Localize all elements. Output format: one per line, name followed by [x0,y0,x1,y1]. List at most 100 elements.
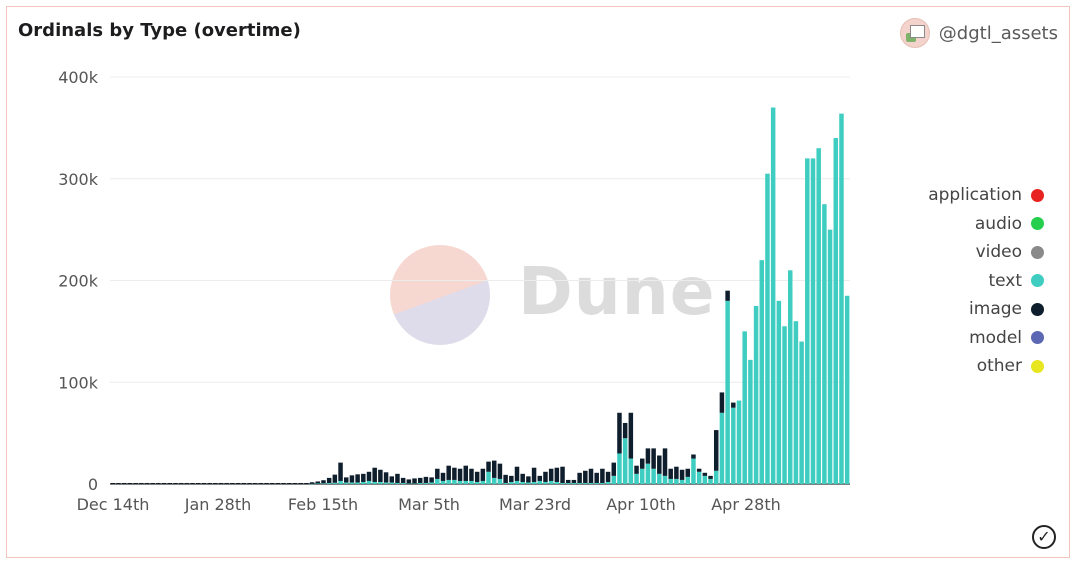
bar-image [685,468,691,477]
bar-image [520,473,525,482]
bar-image [417,477,423,483]
bar-image [343,477,349,483]
bar-text [839,113,844,484]
bar-text [537,480,543,484]
legend-swatch [1031,359,1044,373]
legend-item-text[interactable]: text [988,271,1044,291]
legend-label: model [969,327,1022,348]
bar-image [702,472,708,476]
bar-image [389,476,395,483]
bar-image [304,482,309,484]
chart-legend: application audio video text image model other [928,185,1044,376]
bar-image [543,471,548,482]
legend-item-model[interactable]: model [969,328,1044,348]
check-icon[interactable]: ✓ [1032,525,1056,549]
bar-image [378,469,383,482]
legend-label: application [928,185,1022,205]
bar-text [480,480,486,484]
bar-text [617,453,622,484]
legend-label: text [988,270,1022,291]
bar-text [805,158,810,484]
account-handle[interactable]: @dgtl_assets [938,22,1058,44]
bar-image [139,482,144,484]
bar-image [321,480,326,484]
bar-image [691,454,696,459]
bar-text [343,482,349,484]
bar-image [332,474,338,483]
bar-image [588,468,594,483]
bar-text [332,482,338,484]
legend-item-video[interactable]: video [976,242,1044,262]
bar-text [554,481,560,484]
bar-image [412,478,417,484]
bar-image [446,465,451,480]
bar-text [326,482,332,484]
bar-image [486,461,491,472]
y-tick-label: 400k [58,68,99,87]
bar-text [674,478,679,484]
bar-image [674,466,679,479]
bar-text [810,158,816,484]
bar-text [696,471,702,484]
bar-text [662,475,668,484]
bar-image [668,468,673,479]
bar-text [520,481,525,484]
bar-text [770,107,776,485]
x-tick-label: Apr 28th [711,495,781,514]
bar-image [372,467,377,482]
bar-text [526,482,531,484]
bar-text [782,326,787,484]
bar-text [827,229,833,484]
bar-text [605,481,611,484]
bar-image [224,482,229,484]
bar-image [275,482,281,484]
bar-text [543,481,548,484]
bar-image [537,475,543,481]
bar-image [144,482,150,484]
bar-text [719,412,725,484]
legend-item-other[interactable]: other [977,356,1044,376]
bar-text [759,260,765,484]
bar-text [514,480,520,484]
bar-text [446,479,451,484]
bar-text [389,482,395,484]
y-tick-label: 0 [88,475,98,494]
bar-image [201,482,207,484]
bar-image [600,468,605,483]
bar-image [213,482,218,484]
bar-image [167,482,173,484]
bar-image [116,482,121,484]
bar-image [662,448,668,476]
bar-image [400,477,406,483]
legend-label: audio [974,213,1022,234]
bar-image [258,482,264,484]
bar-image [469,468,474,481]
bar-image [178,482,184,484]
bar-image [725,290,730,301]
bar-text [349,482,355,484]
bar-image [326,477,332,483]
bar-image [565,479,571,483]
bar-image [497,463,503,479]
bar-text [645,463,651,484]
bar-text [383,482,389,484]
bar-image [657,455,662,474]
legend-item-image[interactable]: image [969,299,1044,319]
account-badge[interactable]: @dgtl_assets [899,18,1058,48]
bar-image [173,482,178,484]
bar-image [548,468,554,481]
bar-image [577,472,582,483]
bar-image [731,402,736,408]
bar-image [218,482,224,484]
bar-image [195,482,201,484]
bar-text [731,407,736,484]
bar-image [651,448,656,469]
bar-image [429,477,434,483]
legend-label: video [975,242,1022,262]
legend-item-audio[interactable]: audio [975,214,1044,234]
watermark-text: Dune [518,253,716,330]
bar-image [679,469,685,480]
legend-item-application[interactable]: application [928,185,1044,205]
avatar [899,18,930,48]
bar-image [241,482,247,484]
